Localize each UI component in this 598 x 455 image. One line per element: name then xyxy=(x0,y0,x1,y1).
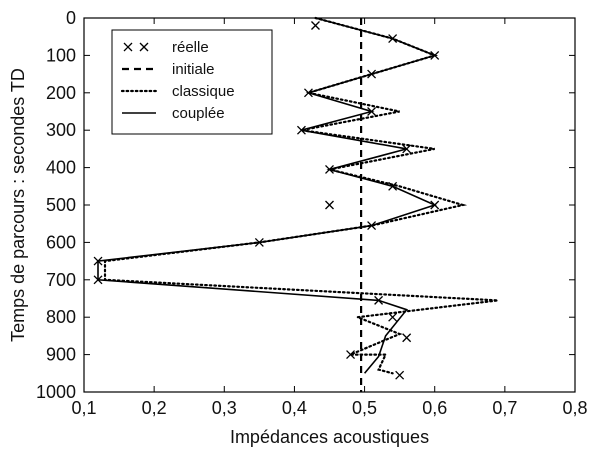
x-axis-label: Impédances acoustiques xyxy=(230,427,429,447)
y-tick-label: 700 xyxy=(46,270,76,290)
legend-box xyxy=(111,29,273,135)
x-tick-label: 0,3 xyxy=(212,398,237,418)
y-tick-label: 0 xyxy=(66,8,76,28)
data-point-reelle-stroke xyxy=(325,200,334,210)
data-point-reelle-stroke xyxy=(311,21,320,30)
data-point-reelle xyxy=(325,200,334,210)
x-tick-label: 0,7 xyxy=(492,398,517,418)
series-line-dotted xyxy=(103,16,498,375)
series-line-solid xyxy=(97,17,438,374)
x-tick-label: 0,5 xyxy=(352,398,377,418)
data-point-reelle xyxy=(402,333,412,343)
legend-marker-reelle xyxy=(123,42,133,52)
y-tick-label: 300 xyxy=(46,120,76,140)
legend-label: classique xyxy=(172,83,235,100)
legend-marker-reelle-stroke xyxy=(123,42,133,52)
y-axis-label: Temps de parcours : secondes TD xyxy=(8,68,28,342)
data-point-reelle-stroke xyxy=(395,370,405,380)
x-tick-label: 0,8 xyxy=(562,398,587,418)
legend-marker-reelle xyxy=(139,42,149,52)
y-tick-label: 900 xyxy=(46,345,76,365)
data-point-reelle xyxy=(311,21,320,30)
data-point-reelle xyxy=(395,370,405,380)
legend-label: couplée xyxy=(172,105,225,122)
x-tick-label: 0,1 xyxy=(71,398,96,418)
y-tick-label: 600 xyxy=(46,232,76,252)
x-tick-label: 0,6 xyxy=(422,398,447,418)
legend-marker-reelle-stroke xyxy=(139,42,149,52)
y-tick-label: 500 xyxy=(46,195,76,215)
data-point-reelle-stroke xyxy=(402,333,412,343)
legend-label: initiale xyxy=(172,61,215,78)
y-tick-label: 100 xyxy=(46,45,76,65)
legend-label: réelle xyxy=(172,39,209,56)
x-tick-label: 0,4 xyxy=(282,398,307,418)
y-tick-label: 200 xyxy=(46,83,76,103)
x-tick-label: 0,2 xyxy=(142,398,167,418)
data-point-reelle xyxy=(388,312,398,322)
y-tick-label: 800 xyxy=(46,307,76,327)
data-point-reelle-stroke xyxy=(388,312,398,322)
y-tick-label: 400 xyxy=(46,158,76,178)
y-tick-label: 1000 xyxy=(36,382,76,402)
